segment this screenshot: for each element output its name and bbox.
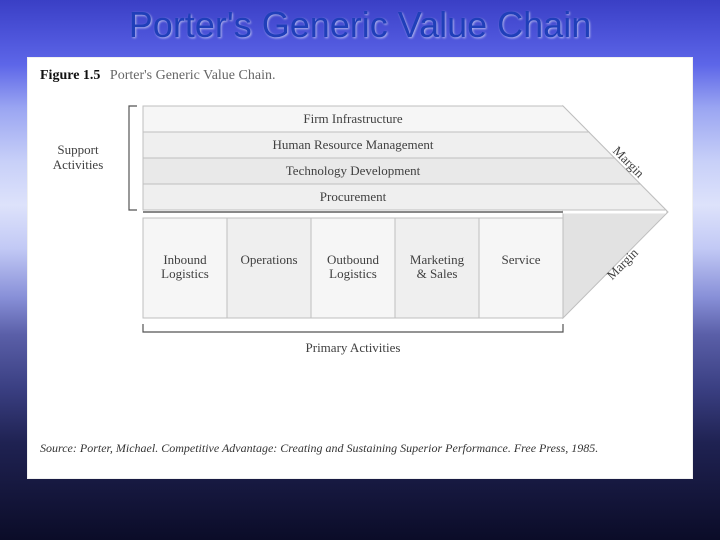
figure-caption: Figure 1.5 Porter's Generic Value Chain. bbox=[40, 68, 275, 84]
figure-number: Figure 1.5 bbox=[40, 68, 100, 83]
figure-caption-text: Porter's Generic Value Chain. bbox=[110, 68, 276, 83]
slide-title: Porter's Generic Value Chain bbox=[0, 4, 720, 46]
primary-bracket bbox=[143, 324, 563, 332]
support-row-label: Technology Development bbox=[286, 163, 421, 178]
slide: Porter's Generic Value Chain Figure 1.5 … bbox=[0, 0, 720, 540]
figure-panel: Figure 1.5 Porter's Generic Value Chain.… bbox=[28, 58, 692, 478]
source-label: Source: bbox=[40, 441, 77, 455]
primary-col-label: OutboundLogistics bbox=[327, 252, 380, 281]
primary-col-label: Service bbox=[502, 252, 541, 267]
support-bracket bbox=[129, 106, 137, 210]
support-activities-label: SupportActivities bbox=[53, 142, 104, 172]
value-chain-diagram: Firm Infrastructure Human Resource Manage… bbox=[28, 88, 692, 418]
primary-col bbox=[479, 218, 563, 318]
support-row bbox=[143, 184, 666, 210]
figure-source: Source: Porter, Michael. Competitive Adv… bbox=[40, 440, 680, 456]
support-row-label: Firm Infrastructure bbox=[303, 111, 403, 126]
primary-col-label: InboundLogistics bbox=[161, 252, 209, 281]
primary-activities-label: Primary Activities bbox=[306, 340, 401, 355]
primary-col-label: Marketing& Sales bbox=[410, 252, 465, 281]
source-text: Porter, Michael. Competitive Advantage: … bbox=[80, 441, 598, 455]
primary-col-label: Operations bbox=[240, 252, 297, 267]
support-row-label: Procurement bbox=[320, 189, 387, 204]
support-row-label: Human Resource Management bbox=[272, 137, 433, 152]
primary-col bbox=[227, 218, 311, 318]
